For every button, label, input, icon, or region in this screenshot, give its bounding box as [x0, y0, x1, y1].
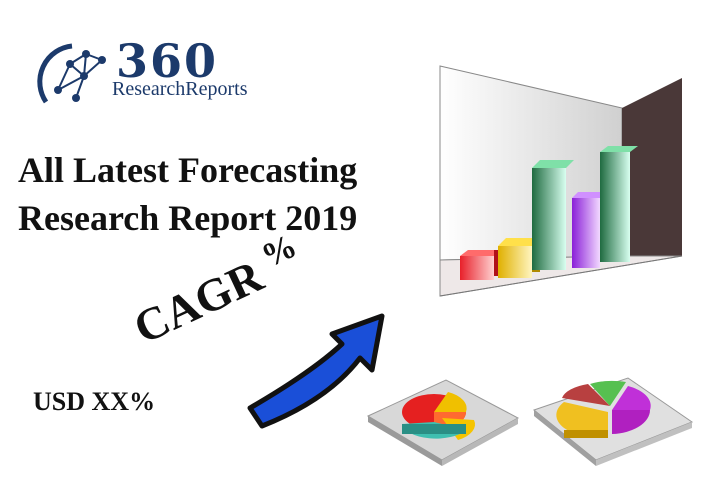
brand-logo: 360 ResearchReports — [28, 34, 278, 110]
network-globe-logo-icon — [37, 43, 106, 104]
page-title: All Latest Forecasting Research Report 2… — [18, 146, 357, 242]
bar-red — [460, 250, 502, 280]
bar-green-2 — [600, 146, 638, 262]
brand-number: 360 — [116, 34, 219, 88]
blue-arrow-icon — [247, 313, 385, 429]
pie-chart-icon — [366, 379, 520, 466]
pie-chart-icon — [532, 377, 694, 466]
bar-purple — [572, 192, 606, 268]
3d-bar-chart-icon — [439, 65, 683, 297]
usd-label: USD XX% — [33, 387, 156, 416]
brand-name: ResearchReports — [112, 78, 248, 100]
bar-green-1 — [532, 160, 574, 270]
title-line-2: Research Report 2019 — [18, 198, 358, 238]
title-line-1: All Latest Forecasting — [18, 150, 358, 190]
